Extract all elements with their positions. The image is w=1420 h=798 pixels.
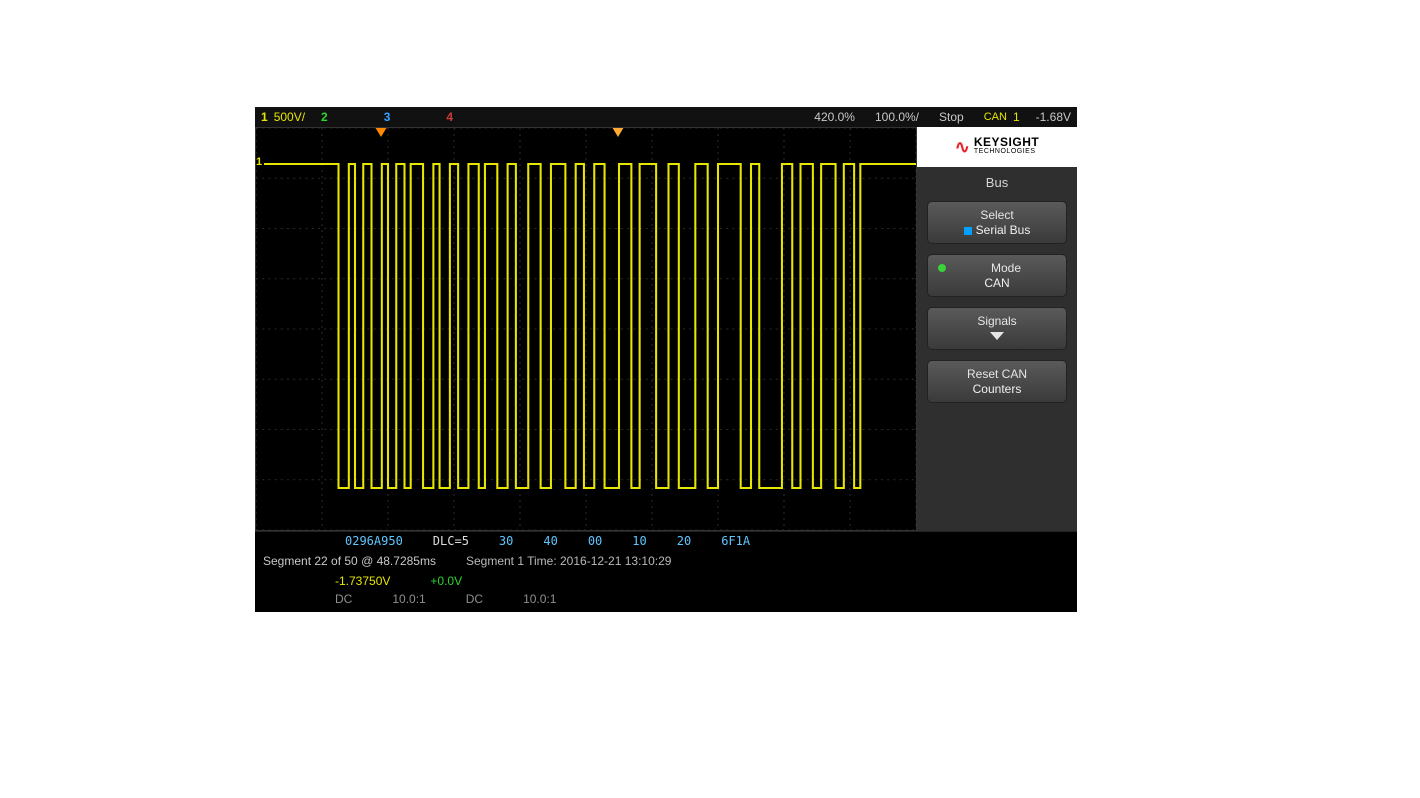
trigger-channel: 1 <box>1013 107 1020 127</box>
keysight-logo: ∿ KEYSIGHT TECHNOLOGIES <box>917 127 1077 167</box>
coupling-b: DC <box>466 592 483 606</box>
signals-button[interactable]: Signals <box>927 307 1067 350</box>
run-state: Stop <box>939 107 964 127</box>
segment-right: Segment 1 Time: 2016-12-21 13:10:29 <box>466 554 1069 568</box>
reset-can-label: Reset CAN <box>967 367 1027 381</box>
segment-status: Segment 22 of 50 @ 48.7285ms Segment 1 T… <box>255 550 1077 572</box>
sidebar-title: Bus <box>917 167 1077 196</box>
coupling-row: DC 10.0:1 DC 10.0:1 <box>255 590 1077 612</box>
waveform-area[interactable]: 1 <box>255 127 917 531</box>
coupling-a: DC <box>335 592 352 606</box>
main-row: 1 ∿ KEYSIGHT TECHNOLOGIES Bus Select Ser… <box>255 127 1077 531</box>
reset-can-button[interactable]: Reset CAN Counters <box>927 360 1067 403</box>
reset-can-sub: Counters <box>932 382 1062 396</box>
ch1-number: 1 <box>261 107 268 127</box>
decode-dlc: DLC=5 <box>433 534 469 548</box>
logo-brand: KEYSIGHT <box>974 137 1039 147</box>
decode-d0: 30 <box>499 534 513 548</box>
mode-label: Mode <box>991 261 1021 275</box>
decode-id: 0296A950 <box>345 534 403 548</box>
mode-button[interactable]: Mode CAN <box>927 254 1067 297</box>
meas-ch1-v: -1.73750V <box>335 574 390 588</box>
trigger-source: CAN <box>984 107 1007 127</box>
oscilloscope-screen: 1 500V/ 2 3 4 420.0% 100.0%/ Stop CAN 1 … <box>255 107 1077 591</box>
mode-dot-icon <box>938 264 946 272</box>
select-sub: Serial Bus <box>976 223 1031 237</box>
waveform-svg <box>256 128 916 530</box>
probe-b: 10.0:1 <box>523 592 556 606</box>
logo-sub: TECHNOLOGIES <box>974 147 1039 157</box>
decode-d1: 40 <box>543 534 557 548</box>
logo-mark-icon: ∿ <box>955 137 970 158</box>
time-ref-marker-icon <box>612 127 624 137</box>
ch3-number: 3 <box>384 107 391 127</box>
decode-d2: 00 <box>588 534 602 548</box>
decode-d4: 20 <box>677 534 691 548</box>
ch4-number: 4 <box>446 107 453 127</box>
signals-label: Signals <box>977 314 1016 328</box>
decode-crc: 6F1A <box>721 534 750 548</box>
probe-a: 10.0:1 <box>392 592 425 606</box>
decode-d3: 10 <box>632 534 646 548</box>
sidebar: ∿ KEYSIGHT TECHNOLOGIES Bus Select Seria… <box>917 127 1077 531</box>
decode-bar: 0296A950 DLC=5 30 40 00 10 20 6F1A <box>255 531 1077 550</box>
trigger-marker-icon <box>375 127 387 137</box>
ch1-ground-marker: 1 <box>255 156 264 168</box>
serialbus-dot-icon <box>964 227 972 235</box>
time-position: 420.0% <box>814 107 855 127</box>
time-per-div: 100.0%/ <box>875 107 919 127</box>
trigger-level: -1.68V <box>1036 107 1071 127</box>
mode-sub: CAN <box>932 276 1062 290</box>
select-label: Select <box>980 208 1013 222</box>
header-bar: 1 500V/ 2 3 4 420.0% 100.0%/ Stop CAN 1 … <box>255 107 1077 127</box>
ch1-vdiv: 500V/ <box>274 107 305 127</box>
meas-ch2-v: +0.0V <box>430 574 462 588</box>
select-button[interactable]: Select Serial Bus <box>927 201 1067 244</box>
ch2-number: 2 <box>321 107 328 127</box>
segment-left: Segment 22 of 50 @ 48.7285ms <box>263 554 436 568</box>
arrow-down-icon <box>990 332 1004 340</box>
measure-row: -1.73750V +0.0V <box>255 572 1077 590</box>
